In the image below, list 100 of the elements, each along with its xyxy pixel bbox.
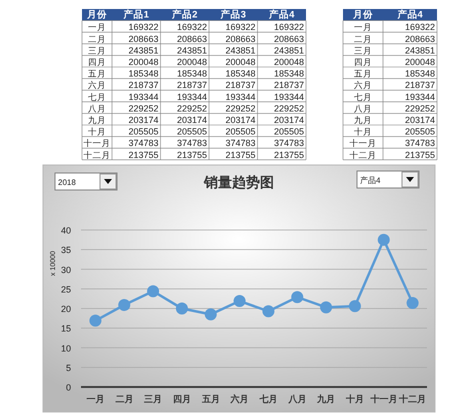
x-tick-label: 七月 (258, 394, 278, 404)
y-tick-label: 四月 (88, 57, 106, 67)
data-label: 185348 (128, 68, 158, 79)
point (147, 285, 160, 298)
x-tick-label: 二月 (115, 394, 134, 404)
data-label: 203174 (404, 115, 435, 125)
data-label: 205505 (128, 126, 158, 137)
y-tick-label: 5 (66, 362, 71, 373)
data-label: 243851 (274, 45, 304, 56)
data-label: 193344 (274, 92, 304, 102)
point (378, 234, 390, 246)
y-tick-label: 10 (60, 343, 71, 354)
data-label: 205505 (404, 126, 435, 137)
data-label: 374783 (176, 138, 207, 148)
data-label: 229252 (274, 103, 304, 114)
data-label: 203174 (274, 115, 304, 125)
y-tick-label: 三月 (88, 45, 106, 56)
data-label: 213755 (176, 150, 207, 160)
x-tick-label: 产品4 (268, 8, 296, 21)
data-label: 205505 (176, 126, 207, 137)
data-label: 218737 (176, 80, 207, 90)
data-label: 169322 (128, 22, 158, 32)
data-label: 243851 (128, 45, 158, 56)
y-tick-label: 九月 (354, 115, 372, 125)
data-label: 208663 (225, 34, 256, 44)
data-label: 213755 (274, 150, 304, 160)
y-tick-label: 六月 (88, 80, 106, 90)
y-tick-label: 十一月 (84, 138, 110, 148)
data-label: 374783 (404, 138, 435, 148)
point (89, 314, 102, 327)
data-label: 185348 (225, 68, 256, 79)
point (204, 308, 217, 320)
data-label: 243851 (176, 45, 207, 56)
y-tick-label: 25 (60, 284, 71, 294)
y-tick-label: 八月 (88, 103, 106, 114)
x-tick-label: 产品4 (396, 8, 424, 21)
x-tick-label: 十一月 (369, 394, 398, 404)
y-tick-label: 二月 (88, 34, 106, 44)
data-label: 229252 (404, 103, 435, 114)
data-label: 185348 (176, 68, 207, 79)
x-tick-label: 九月 (316, 394, 336, 404)
data-label: 193344 (225, 92, 256, 102)
y-tick-label: 七月 (354, 92, 372, 102)
y-tick-label: 三月 (354, 45, 372, 56)
data-label: 243851 (225, 45, 256, 56)
y-tick-label: 15 (60, 324, 71, 334)
data-label: 374783 (225, 138, 256, 148)
data-label: 203174 (225, 115, 256, 125)
y-tick-label: 35 (60, 245, 71, 256)
data-label: 213755 (225, 150, 256, 160)
point (348, 300, 361, 312)
data-label: 200048 (404, 57, 435, 67)
data-label: 205505 (274, 126, 304, 137)
data-label: 169322 (274, 22, 304, 32)
data-label: 193344 (128, 92, 158, 102)
y-tick-label: 二月 (354, 34, 372, 44)
x-tick-label: 产品3 (220, 8, 246, 21)
data-label: 205505 (225, 126, 256, 137)
data-label: 208663 (274, 34, 304, 44)
data-label: 200048 (225, 57, 256, 67)
y-tick-label: 40 (60, 226, 71, 236)
y-tick-label: 30 (60, 264, 71, 275)
data-label: 203174 (176, 115, 207, 125)
data-label: 193344 (176, 92, 207, 102)
point (118, 298, 130, 311)
text: 产品4 (360, 176, 381, 185)
y-axis-title: 月份 (352, 8, 374, 21)
data-label: 213755 (404, 150, 435, 160)
data-label: 200048 (128, 57, 158, 67)
y-tick-label: 0 (66, 382, 71, 392)
y-tick-label: 九月 (88, 115, 106, 125)
data-label: 229252 (128, 103, 158, 114)
y-tick-label: 十二月 (350, 150, 376, 160)
x-tick-label: 产品1 (122, 8, 150, 21)
y-tick-label: 十一月 (350, 138, 376, 148)
data-label: 203174 (128, 115, 158, 125)
x-tick-label: 四月 (172, 394, 191, 404)
y-tick-label: 五月 (354, 68, 372, 79)
point (262, 305, 274, 318)
y-tick-label: 20 (60, 304, 71, 314)
text: 2018 (58, 178, 76, 187)
y-tick-label: 四月 (354, 57, 372, 67)
data-label: 169322 (225, 22, 256, 32)
y-tick-label: 八月 (354, 103, 372, 114)
y-tick-label: 五月 (88, 68, 106, 79)
y-tick-label: 十二月 (84, 150, 110, 160)
data-label: 213755 (128, 150, 158, 160)
y-tick-label: 六月 (354, 80, 372, 90)
data-label: 218737 (274, 80, 304, 90)
point (234, 295, 246, 308)
point (176, 302, 188, 314)
chart-title: 销量趋势图 (203, 174, 274, 190)
data-label: 218737 (404, 80, 435, 90)
data-label: 185348 (404, 68, 435, 79)
data-label: 200048 (274, 57, 304, 67)
x-tick-label: 三月 (144, 394, 162, 404)
data-label: 169322 (404, 22, 435, 32)
data-label: 200048 (176, 57, 207, 67)
y-tick-label: 十月 (354, 126, 372, 137)
data-label: 169322 (176, 22, 207, 32)
